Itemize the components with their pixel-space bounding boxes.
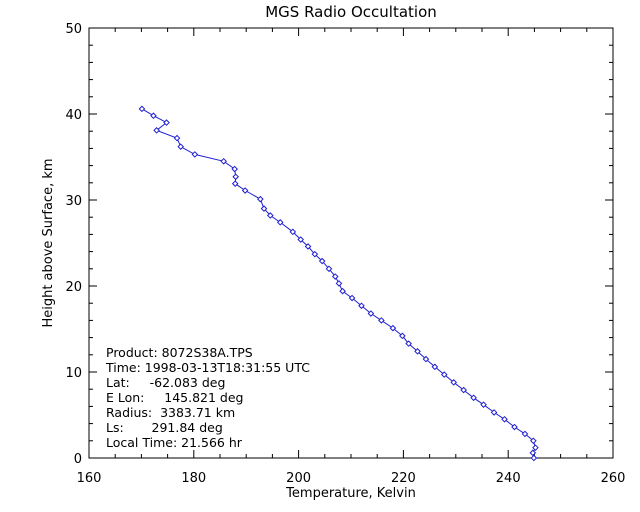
- data-point-marker: [399, 332, 406, 340]
- data-point-marker: [440, 371, 448, 378]
- data-point-marker: [257, 195, 264, 203]
- data-point-marker: [367, 310, 375, 317]
- y-axis: 0 10 20 30 40 50: [65, 22, 613, 467]
- chart-title: MGS Radio Occultation: [265, 3, 437, 21]
- info-lat: Lat: -62.083 deg: [106, 375, 225, 390]
- data-point-marker: [378, 317, 385, 324]
- data-point-marker: [289, 228, 297, 236]
- data-point-marker: [311, 250, 319, 258]
- data-point-marker: [304, 243, 312, 250]
- data-point-marker: [266, 212, 274, 219]
- series-markers: [138, 105, 539, 462]
- data-point-marker: [490, 409, 498, 416]
- y-tick-label: 10: [65, 366, 82, 381]
- data-point-marker: [318, 257, 326, 265]
- data-point-marker: [339, 287, 346, 295]
- data-point-marker: [191, 151, 199, 158]
- info-radius: Radius: 3383.71 km: [106, 405, 235, 420]
- data-point-marker: [335, 280, 343, 287]
- data-point-marker: [163, 119, 170, 126]
- data-point-marker: [276, 219, 284, 226]
- data-point-marker: [405, 340, 412, 347]
- x-tick-label: 160: [77, 471, 102, 486]
- y-tick-label: 40: [65, 108, 82, 123]
- data-point-marker: [422, 355, 430, 363]
- data-point-marker: [325, 265, 333, 273]
- y-tick-label: 0: [74, 452, 82, 467]
- data-point-marker: [480, 401, 487, 408]
- data-point-marker: [470, 394, 477, 402]
- data-point-marker: [521, 430, 529, 438]
- x-tick-label: 240: [496, 471, 521, 486]
- data-point-marker: [232, 173, 240, 181]
- data-point-marker: [460, 386, 467, 394]
- data-point-marker: [220, 157, 227, 165]
- y-axis-label: Height above Surface, km: [41, 158, 56, 327]
- data-point-marker: [414, 348, 421, 355]
- data-point-marker: [530, 454, 538, 462]
- data-point-marker: [138, 105, 146, 113]
- data-point-marker: [173, 134, 181, 142]
- x-axis-label: Temperature, Kelvin: [285, 486, 416, 501]
- data-point-marker: [358, 302, 365, 310]
- x-tick-label: 220: [391, 471, 416, 486]
- data-point-marker: [450, 379, 458, 386]
- data-point-marker: [348, 294, 356, 302]
- info-time: Time: 1998-03-13T18:31:55 UTC: [105, 360, 310, 375]
- info-ls: Ls: 291.84 deg: [106, 420, 223, 435]
- data-point-marker: [150, 112, 157, 120]
- data-point-marker: [231, 180, 239, 187]
- data-point-marker: [431, 363, 439, 371]
- data-point-marker: [231, 165, 238, 173]
- data-point-marker: [177, 143, 185, 150]
- info-elon: E Lon: 145.821 deg: [106, 390, 244, 405]
- y-tick-label: 50: [65, 22, 82, 37]
- info-local-time: Local Time: 21.566 hr: [106, 435, 243, 450]
- data-point-marker: [241, 187, 249, 194]
- x-tick-label: 200: [286, 471, 311, 486]
- data-point-marker: [501, 415, 508, 423]
- y-tick-label: 30: [65, 194, 82, 209]
- x-tick-label: 260: [601, 471, 626, 486]
- data-point-marker: [529, 449, 537, 457]
- data-point-marker: [331, 273, 339, 280]
- data-point-marker: [153, 127, 160, 134]
- x-tick-label: 180: [181, 471, 206, 486]
- info-box: Product: 8072S38A.TPS Time: 1998-03-13T1…: [105, 345, 310, 450]
- info-product: Product: 8072S38A.TPS: [106, 345, 253, 360]
- data-point-marker: [260, 205, 268, 212]
- x-axis: 160 180 200 220 240 260: [77, 28, 626, 486]
- data-point-marker: [389, 324, 397, 332]
- y-tick-label: 20: [65, 280, 82, 295]
- data-point-marker: [297, 236, 305, 243]
- data-point-marker: [530, 437, 537, 445]
- data-point-marker: [532, 444, 539, 451]
- data-point-marker: [511, 423, 518, 431]
